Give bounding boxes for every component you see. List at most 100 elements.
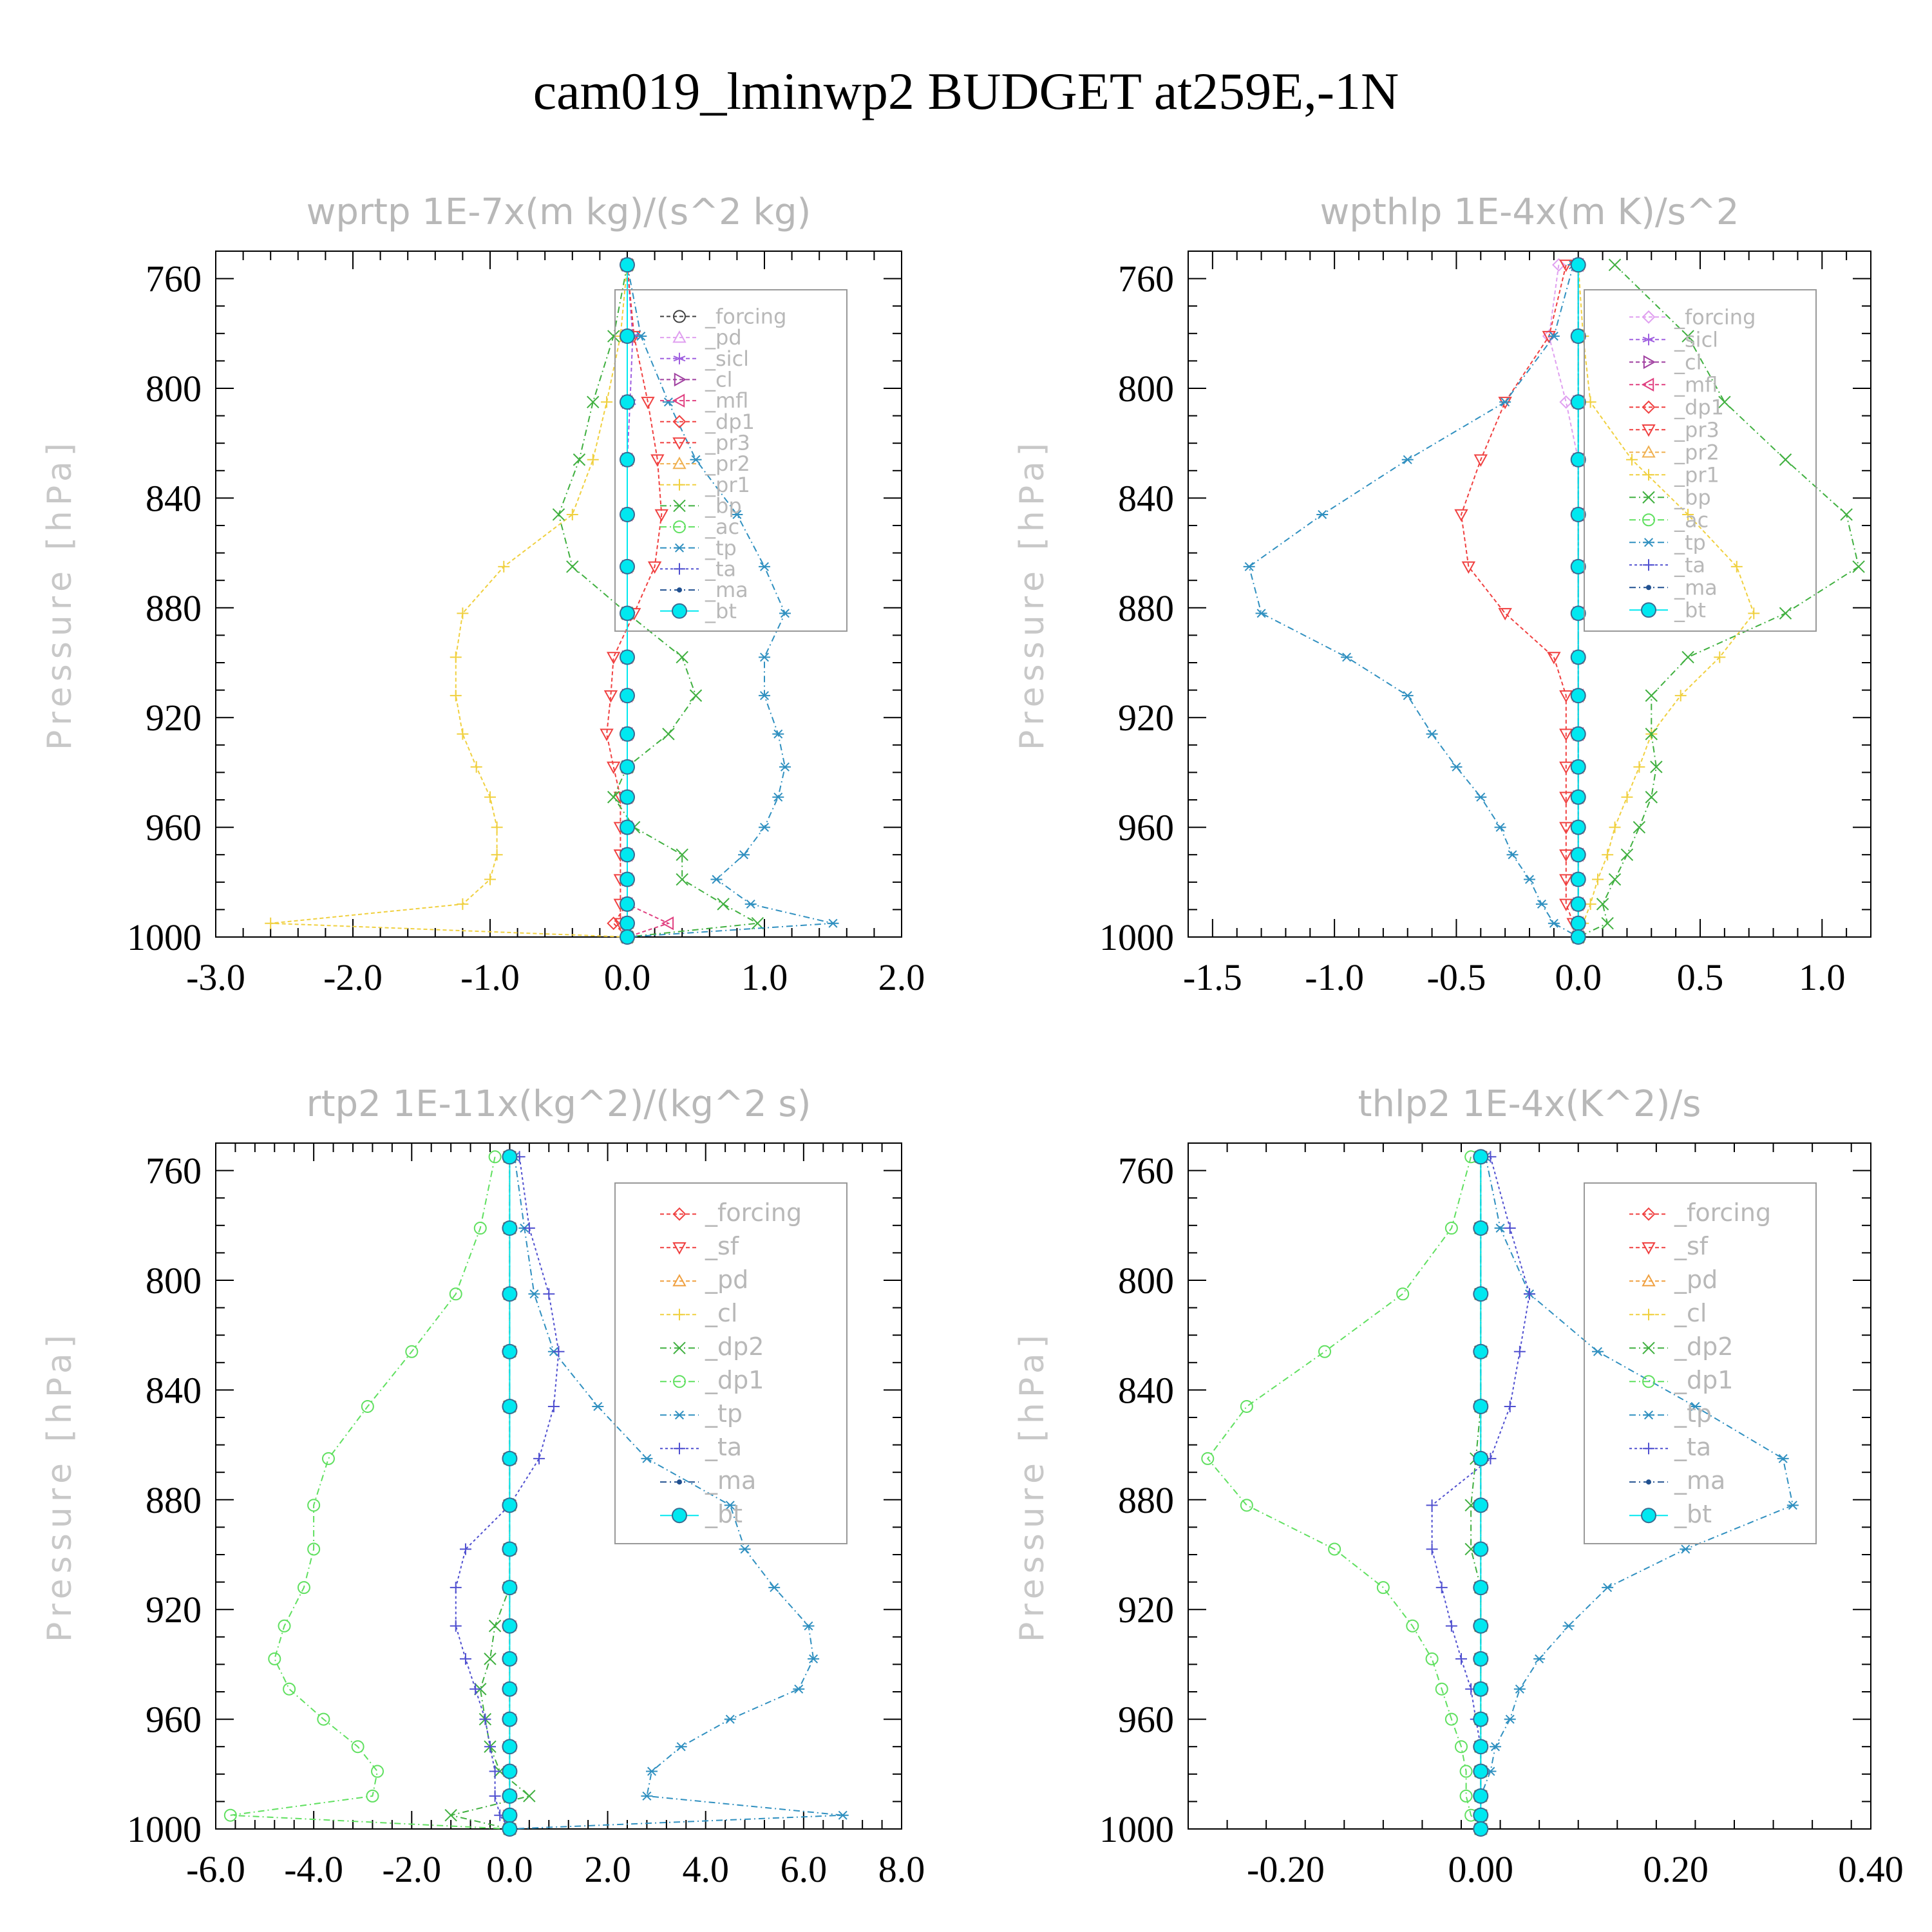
data-point_bt: [1570, 328, 1586, 345]
data-point_ta: [459, 1653, 471, 1665]
panel-thlp2: thlp2 1E-4x(K^2)/s Pressure [hPa] 760 800 84…: [1013, 1083, 1904, 1890]
legend-marker: [1642, 400, 1656, 414]
legend-label: _dp2: [705, 1332, 764, 1361]
data-point_pr3: [1454, 509, 1468, 522]
series-line_dp1: [1207, 1157, 1482, 1830]
y-tick-label: 760: [146, 258, 202, 300]
legend-marker: [672, 415, 687, 429]
data-point_bt: [620, 506, 635, 522]
data-point_pr1: [450, 690, 462, 702]
legend-label: _ta: [705, 556, 736, 581]
panel-rtp2: rtp2 1E-11x(kg^2)/(kg^2 s) Pressure [hPa]…: [41, 1083, 925, 1890]
data-point_bt: [1473, 1788, 1489, 1804]
legend-marker: [1643, 355, 1656, 369]
legend-marker: [1642, 310, 1656, 324]
data-point_bt: [502, 1220, 518, 1236]
y-tick-label: 880: [146, 587, 202, 629]
data-point_bt: [502, 1149, 518, 1165]
legend-label: _mfl: [1674, 372, 1718, 397]
legend-label: _tp: [705, 1399, 743, 1428]
data-point_bt: [1570, 847, 1586, 863]
data-point_dp1: [351, 1740, 365, 1754]
data-point_pr1: [470, 761, 482, 773]
data-point_bt: [502, 1788, 518, 1804]
data-point_bt: [620, 847, 635, 863]
x-tick-label: 0.0: [486, 1848, 533, 1890]
legend: _forcing _sf _pd _cl _dp2 _dp1 _tp _ta _ma _bt: [614, 1182, 848, 1544]
legend-marker: [672, 330, 687, 343]
data-point_bt: [1473, 1739, 1489, 1755]
data-point_tp: [1426, 729, 1438, 739]
y-tick-label: 1000: [1099, 916, 1174, 958]
data-point_bt: [1473, 1398, 1489, 1414]
data-point_bp: [552, 508, 565, 521]
data-point_dp1: [278, 1619, 291, 1633]
x-tick-label: -4.0: [284, 1848, 343, 1890]
data-point_ta: [523, 1222, 535, 1235]
data-point_tp: [1548, 918, 1560, 928]
data-point_bp: [676, 650, 688, 664]
data-point_tp: [662, 397, 674, 407]
data-point_pr3: [650, 454, 665, 467]
series-line_dp2: [1470, 1157, 1482, 1829]
data-point_pr1: [484, 791, 496, 803]
series-line_pr1: [270, 265, 628, 938]
data-point_tp: [779, 609, 791, 618]
data-point_tp: [641, 1791, 653, 1801]
data-point_pr3: [1547, 652, 1561, 665]
legend-label: _ta: [1674, 1433, 1711, 1461]
data-point_dp1: [1459, 1789, 1473, 1803]
legend-marker: [1642, 1341, 1655, 1354]
data-point_dp1: [488, 1150, 502, 1164]
data-point_dp1: [223, 1808, 237, 1822]
y-tick-label: 800: [1118, 1260, 1174, 1302]
data-point_bp: [607, 330, 620, 343]
legend-label: _tp: [1674, 530, 1706, 554]
series-line_pr1: [1577, 265, 1755, 938]
data-point_bt: [502, 1711, 518, 1727]
legend-marker: [674, 563, 685, 575]
data-point_dp1: [371, 1765, 384, 1778]
series-line_ta: [1431, 1157, 1531, 1829]
data-point_tp: [1592, 1347, 1604, 1356]
x-tick-label: 0.40: [1838, 1848, 1904, 1890]
x-tick-label: -1.0: [460, 956, 520, 998]
data-point_ta: [1455, 1653, 1467, 1665]
data-point_pr3: [607, 761, 621, 774]
data-point_tp: [724, 1714, 736, 1724]
legend-marker: [673, 520, 686, 534]
figure-title: cam019_lminwp2 BUDGET at259E,-1N: [533, 62, 1399, 120]
data-point_pr3: [647, 561, 662, 574]
data-point_bt: [502, 1286, 518, 1302]
data-point_pr1: [587, 453, 599, 466]
data-point_ta: [533, 1452, 545, 1464]
legend-label: _ma: [705, 1466, 756, 1495]
legend-marker: [672, 1207, 687, 1221]
data-point_bt: [1570, 451, 1586, 468]
data-point_tp: [1499, 397, 1511, 407]
data-point_tp: [802, 1621, 815, 1631]
data-point_bp: [1681, 650, 1694, 664]
data-point_bt: [1570, 726, 1586, 742]
x-tick-label: 2.0: [584, 1848, 631, 1890]
data-point_pr1: [1748, 607, 1760, 620]
data-point_bt: [1473, 1343, 1489, 1359]
data-point_tp: [641, 1454, 653, 1463]
data-point_bt: [502, 1343, 518, 1359]
data-point_bt: [1473, 1821, 1489, 1837]
legend-box: [614, 1182, 848, 1544]
y-axis-label: Pressure [hPa]: [41, 438, 79, 750]
data-point_tp: [1504, 1714, 1516, 1724]
series-line_tp: [1248, 265, 1579, 938]
data-point_ta: [489, 1765, 501, 1777]
data-point_pr3: [1559, 822, 1573, 835]
data-point_bp: [1681, 330, 1694, 343]
data-point_tp: [739, 1544, 751, 1554]
data-point_tp: [1243, 562, 1255, 571]
data-point_bp: [1608, 873, 1622, 886]
data-point_pr1: [457, 898, 469, 910]
y-tick-label: 920: [1118, 1589, 1174, 1631]
data-point_ta: [1504, 1222, 1516, 1235]
y-tick-label: 760: [1118, 1150, 1174, 1192]
data-point_bp: [1645, 791, 1658, 804]
